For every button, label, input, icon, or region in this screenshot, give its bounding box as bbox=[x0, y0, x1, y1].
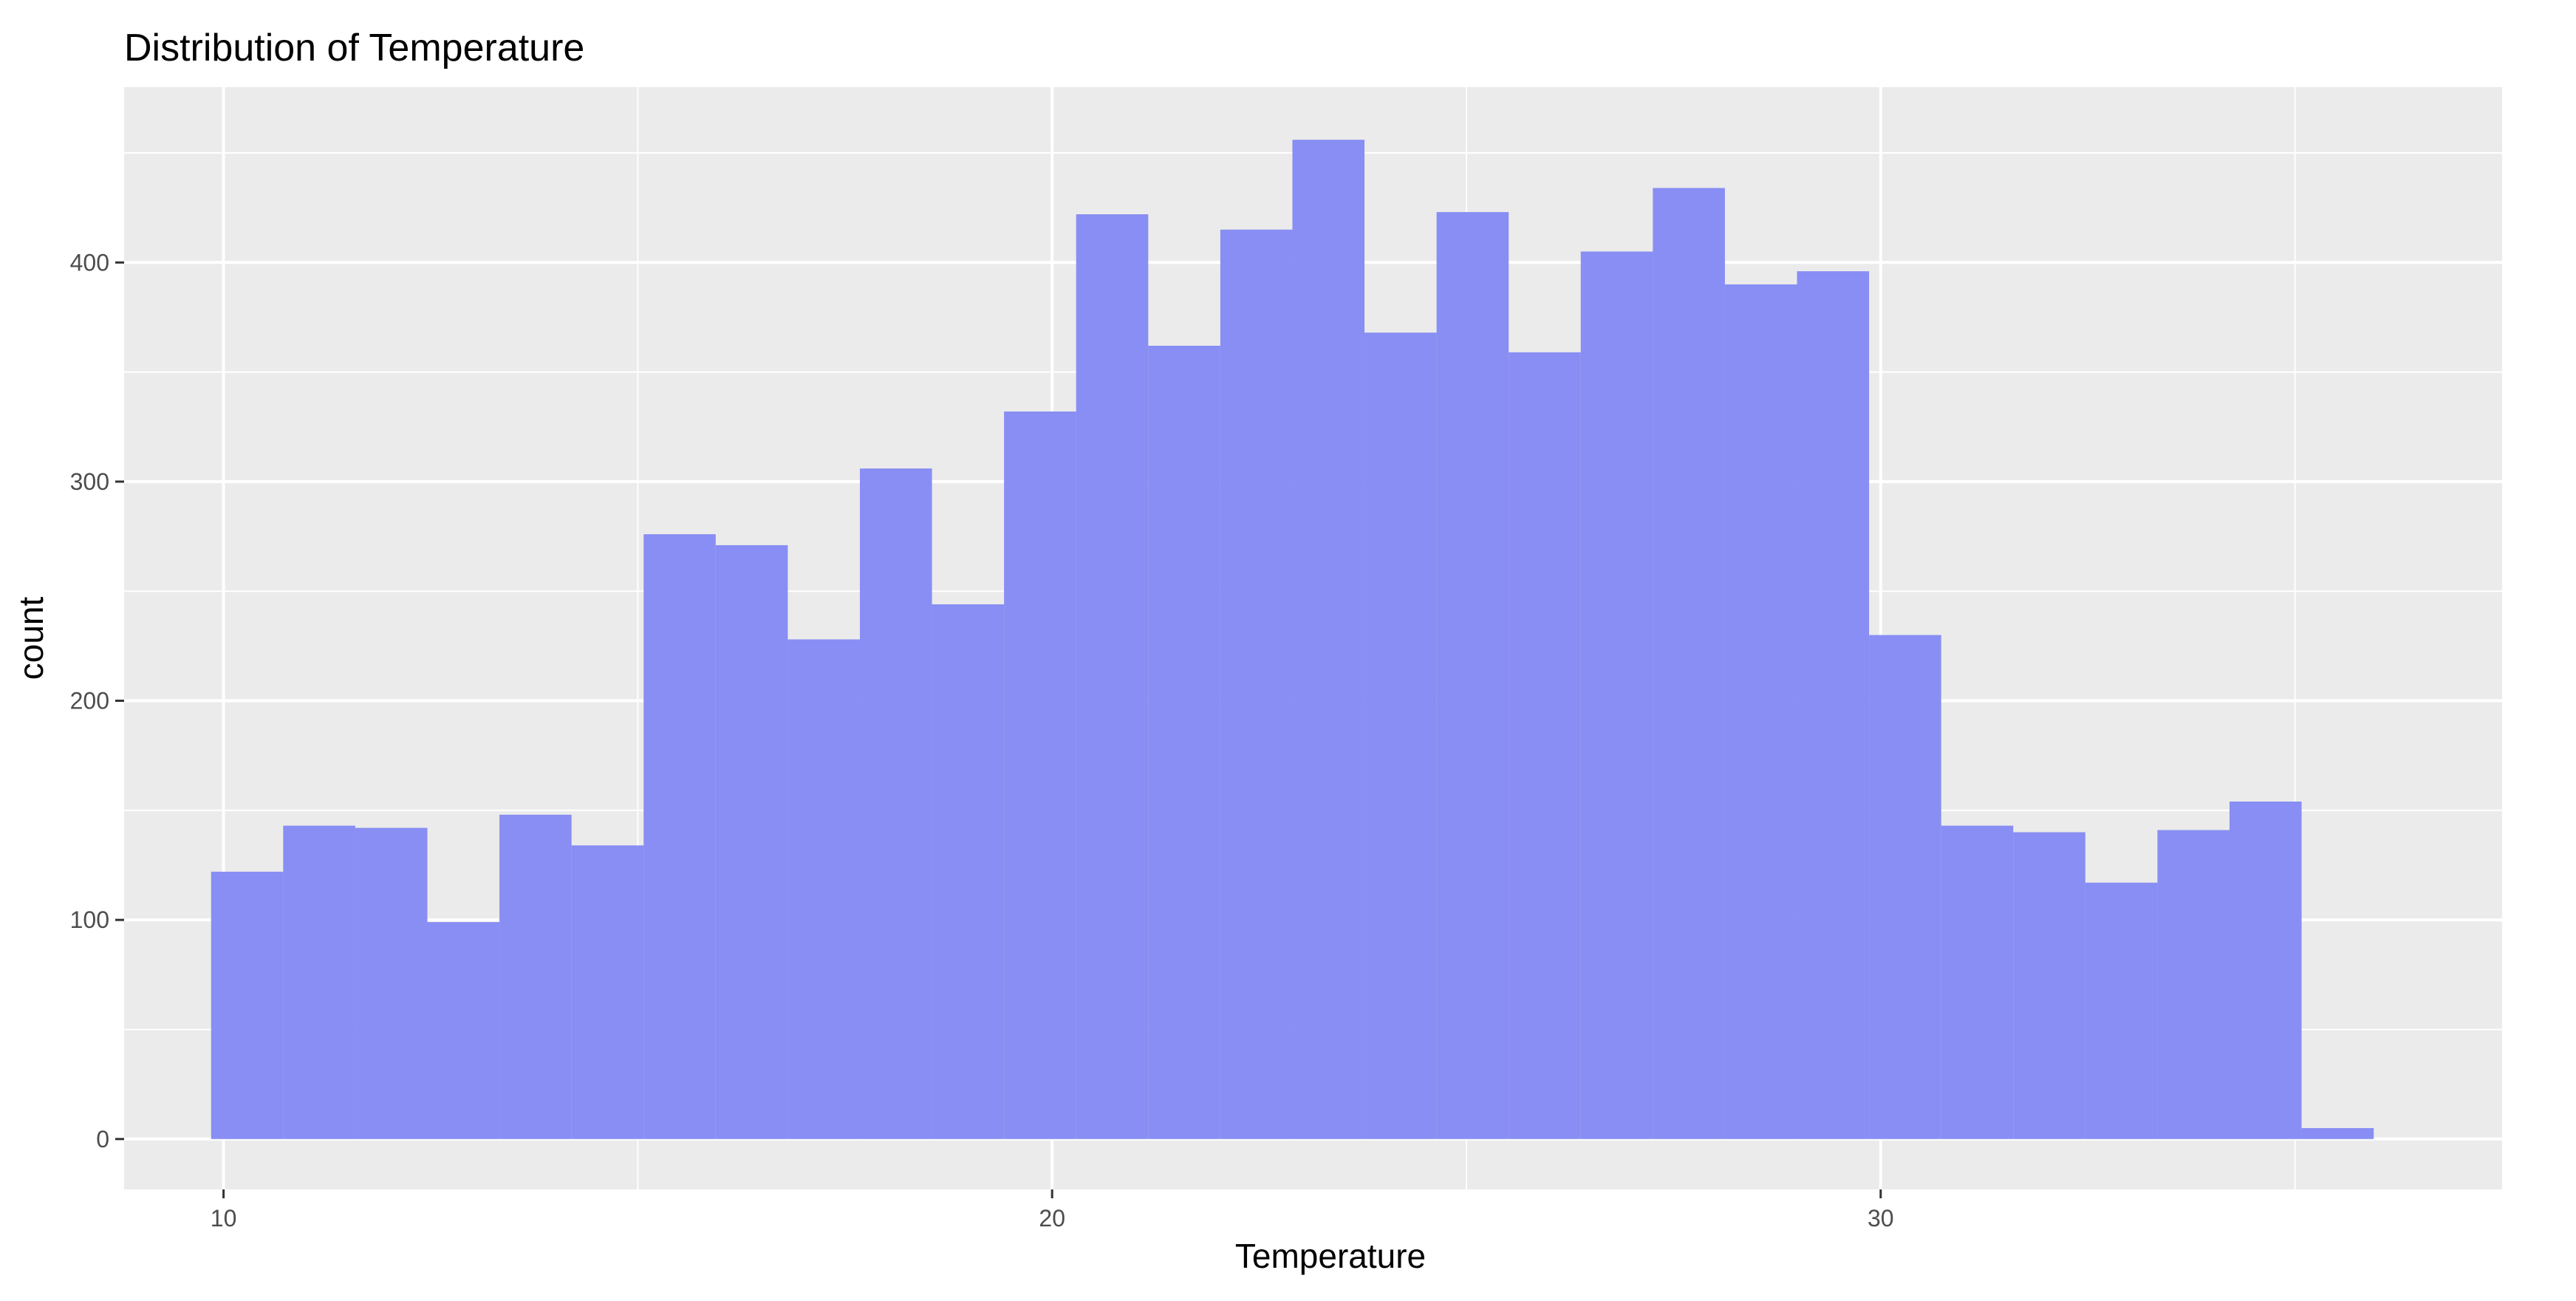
histogram-bar bbox=[1797, 271, 1870, 1139]
histogram-bar bbox=[1724, 284, 1797, 1139]
x-tick-label: 30 bbox=[1868, 1205, 1894, 1232]
histogram-bar bbox=[1364, 332, 1437, 1139]
histogram-bar bbox=[2229, 801, 2302, 1139]
histogram-bar bbox=[1869, 635, 1941, 1139]
histogram-bar bbox=[1148, 346, 1220, 1139]
chart-title: Distribution of Temperature bbox=[124, 27, 584, 69]
histogram-bar bbox=[427, 922, 500, 1139]
histogram-bar bbox=[211, 871, 284, 1139]
histogram-bar bbox=[1004, 411, 1076, 1139]
histogram-bar bbox=[1076, 214, 1149, 1139]
x-tick-label: 10 bbox=[211, 1205, 237, 1232]
histogram-bar bbox=[1653, 188, 1725, 1139]
x-axis-title: Temperature bbox=[1235, 1237, 1426, 1275]
histogram-bar bbox=[1292, 140, 1365, 1139]
histogram-bars bbox=[211, 140, 2374, 1139]
histogram-bar bbox=[859, 468, 932, 1139]
histogram-bar bbox=[932, 604, 1005, 1139]
histogram-bar bbox=[1436, 212, 1509, 1139]
histogram-bar bbox=[1580, 251, 1653, 1139]
histogram-bar bbox=[499, 814, 572, 1139]
histogram-bar bbox=[2157, 830, 2230, 1139]
y-tick-label: 300 bbox=[70, 468, 109, 495]
histogram-bar bbox=[1220, 229, 1293, 1139]
histogram-bar bbox=[283, 825, 355, 1139]
histogram-bar bbox=[788, 639, 860, 1139]
histogram-bar bbox=[571, 845, 644, 1139]
histogram-bar bbox=[2085, 882, 2158, 1139]
histogram-bar bbox=[355, 827, 428, 1139]
x-axis-ticks: 10 20 30 bbox=[211, 1189, 1894, 1232]
y-axis-ticks: 0 100 200 300 400 bbox=[70, 249, 124, 1153]
histogram-bar bbox=[2013, 832, 2085, 1139]
histogram-bar bbox=[1509, 352, 1581, 1139]
y-tick-label: 200 bbox=[70, 688, 109, 714]
histogram-bar bbox=[2301, 1127, 2374, 1139]
y-tick-label: 400 bbox=[70, 249, 109, 276]
histogram-bar bbox=[715, 544, 788, 1139]
y-tick-label: 100 bbox=[70, 906, 109, 933]
histogram-bar bbox=[1941, 825, 2014, 1139]
y-axis-title: count bbox=[12, 597, 50, 680]
histogram-bar bbox=[643, 534, 716, 1139]
x-tick-label: 20 bbox=[1039, 1205, 1065, 1232]
y-tick-label: 0 bbox=[96, 1126, 109, 1153]
